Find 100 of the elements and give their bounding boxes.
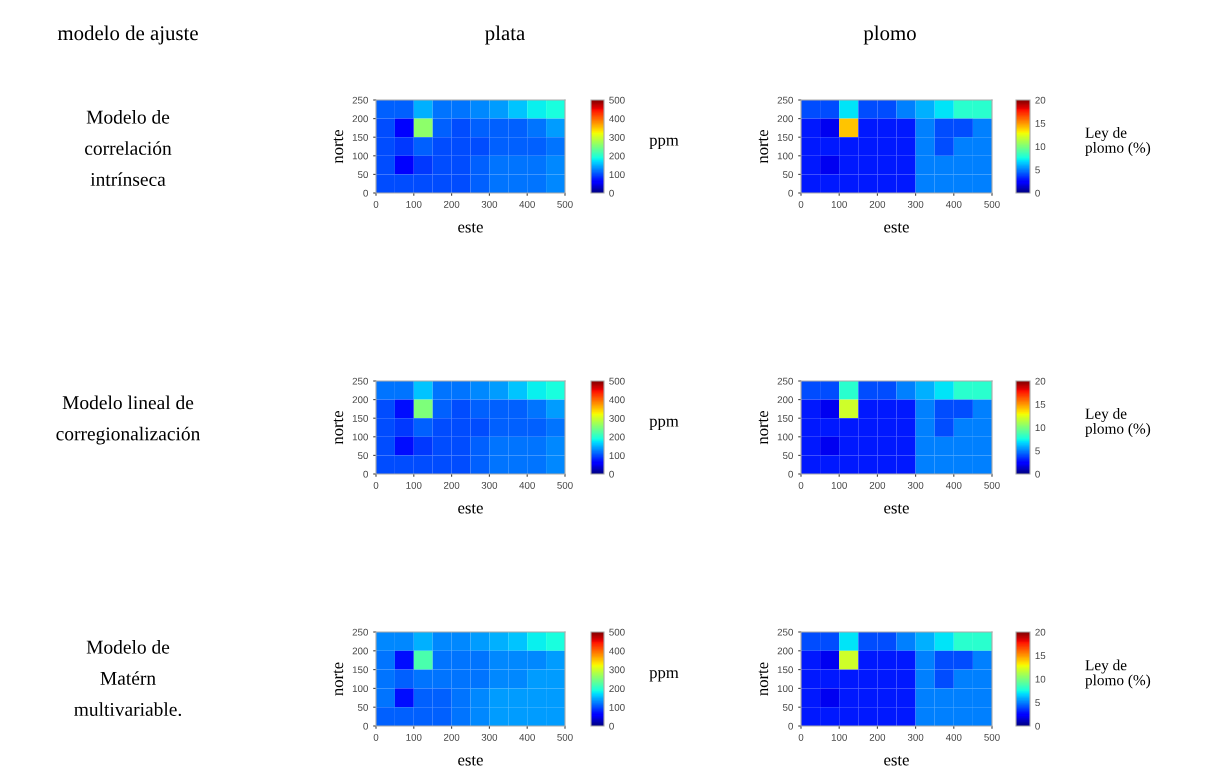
y-tick-label: 150 <box>352 414 368 422</box>
y-tick-label: 100 <box>352 433 368 441</box>
chart-title: plata <box>485 25 525 45</box>
color-bar-title: Ley de plomo (%) <box>1085 659 1151 689</box>
x-tick-label: 100 <box>831 481 847 489</box>
y-tick-label: 200 <box>352 647 368 655</box>
x-tick-label: 100 <box>831 200 847 208</box>
x-axis-title: este <box>458 223 483 233</box>
x-tick-label: 100 <box>406 733 422 741</box>
x-tick-label: 0 <box>798 481 804 489</box>
x-tick-label: 300 <box>907 481 924 489</box>
color-bar-label: 0 <box>1035 722 1040 730</box>
color-bar-label: 100 <box>609 171 625 179</box>
color-bar-label: 0 <box>609 470 614 478</box>
y-tick-label: 200 <box>777 396 793 404</box>
y-tick-label: 150 <box>777 133 793 141</box>
color-bar-label: 10 <box>1035 424 1046 432</box>
color-bar-title: Ley de plomo (%) <box>1085 408 1151 437</box>
x-tick-label: 400 <box>519 200 535 208</box>
y-tick-label: 200 <box>352 396 368 404</box>
color-bar-label: 100 <box>609 452 625 460</box>
color-bar-label: 15 <box>1035 120 1046 127</box>
y-tick-label: 150 <box>352 666 368 674</box>
color-bar-label: 15 <box>1035 401 1046 408</box>
x-tick-label: 300 <box>481 200 498 208</box>
y-axis-title: norte <box>758 410 769 445</box>
color-bar-label: 0 <box>1035 470 1040 478</box>
y-tick-label: 0 <box>788 189 793 197</box>
x-tick-label: 300 <box>481 733 498 741</box>
x-tick-label: 500 <box>557 481 573 489</box>
color-bar-label: 20 <box>1035 96 1046 104</box>
color-bar-label: 500 <box>609 377 625 385</box>
color-bar-label: 0 <box>1035 189 1040 197</box>
y-tick-label: 150 <box>777 414 793 422</box>
x-tick-label: 200 <box>443 481 460 489</box>
y-tick-label: 250 <box>352 96 368 104</box>
color-bar-title: ppm <box>649 670 679 682</box>
y-tick-label: 250 <box>352 377 368 385</box>
color-bar-label: 10 <box>1035 143 1046 151</box>
y-tick-label: 100 <box>777 685 793 693</box>
y-tick-label: 150 <box>777 666 793 674</box>
x-axis-title: este <box>884 756 909 766</box>
color-bar-label: 400 <box>609 396 625 404</box>
x-tick-label: 200 <box>443 200 460 208</box>
color-bar-label: 5 <box>1035 166 1040 174</box>
color-bar-label: 300 <box>609 414 625 422</box>
y-tick-label: 200 <box>777 115 793 123</box>
x-tick-label: 400 <box>945 200 962 208</box>
y-axis-title: norte <box>758 129 769 164</box>
x-tick-label: 0 <box>798 200 804 208</box>
y-tick-label: 50 <box>782 171 793 179</box>
y-tick-label: 0 <box>788 470 793 478</box>
x-tick-label: 400 <box>519 733 535 741</box>
y-axis-title: norte <box>333 662 344 696</box>
x-tick-label: 400 <box>945 733 962 741</box>
x-axis-title: este <box>458 756 483 766</box>
color-bar-label: 400 <box>609 647 625 655</box>
text: Modelo de correlación intrínseca <box>85 110 172 186</box>
y-tick-label: 100 <box>352 685 368 693</box>
color-bar-label: 400 <box>609 115 625 123</box>
x-tick-label: 200 <box>869 481 886 489</box>
y-tick-label: 150 <box>352 133 368 141</box>
y-axis-title: norte <box>333 410 344 445</box>
x-tick-label: 300 <box>481 481 498 489</box>
x-tick-label: 0 <box>373 481 379 489</box>
y-tick-label: 50 <box>782 703 793 711</box>
chart-title: plomo <box>863 25 916 45</box>
x-tick-label: 500 <box>984 733 1000 741</box>
y-tick-label: 50 <box>782 452 793 460</box>
x-tick-label: 400 <box>945 481 962 489</box>
color-bar-title: ppm <box>649 418 679 431</box>
x-axis-title: este <box>884 504 909 514</box>
y-axis-title: norte <box>333 129 344 164</box>
color-bar-label: 300 <box>609 133 625 141</box>
x-axis-title: este <box>884 223 909 233</box>
y-tick-label: 50 <box>357 171 368 179</box>
x-tick-label: 500 <box>984 481 1000 489</box>
color-bar-label: 0 <box>609 722 614 730</box>
color-bar-label: 20 <box>1035 377 1046 385</box>
x-tick-label: 0 <box>798 733 804 741</box>
color-bar-label: 500 <box>609 628 625 636</box>
color-bar-label: 500 <box>609 96 625 104</box>
x-tick-label: 300 <box>907 733 924 741</box>
y-tick-label: 250 <box>777 96 793 104</box>
x-tick-label: 100 <box>406 200 422 208</box>
text: Modelo lineal de corregionalización <box>56 395 201 445</box>
y-tick-label: 200 <box>777 647 793 655</box>
color-bar-label: 300 <box>609 666 625 674</box>
x-tick-label: 0 <box>373 200 379 208</box>
x-tick-label: 200 <box>869 733 886 741</box>
y-tick-label: 250 <box>777 628 793 636</box>
color-bar-title: Ley de plomo (%) <box>1085 127 1151 156</box>
x-tick-label: 0 <box>373 733 379 741</box>
color-bar-label: 20 <box>1035 628 1046 636</box>
x-tick-label: 100 <box>406 481 422 489</box>
y-tick-label: 50 <box>357 452 368 460</box>
color-bar-title: ppm <box>649 137 679 150</box>
text: Modelo de Matérn multivariable. <box>74 640 181 717</box>
y-tick-label: 0 <box>363 189 368 197</box>
y-tick-label: 100 <box>777 433 793 441</box>
